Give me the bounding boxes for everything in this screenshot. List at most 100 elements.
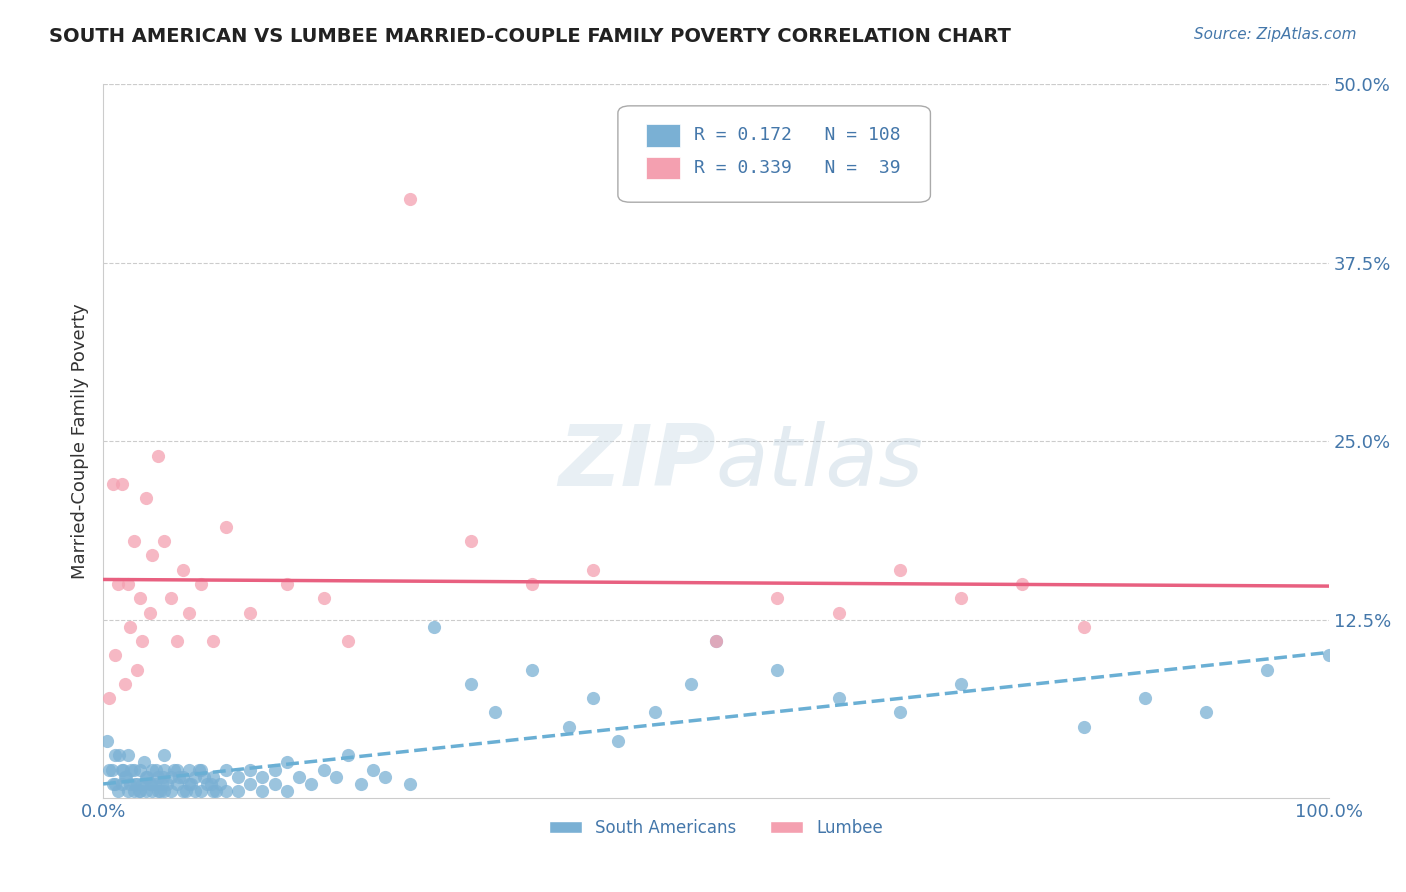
Point <box>1317 648 1340 663</box>
Text: R = 0.172   N = 108: R = 0.172 N = 108 <box>695 126 900 145</box>
Point <box>312 591 335 606</box>
Point <box>263 777 285 791</box>
Point <box>704 634 727 648</box>
Point <box>100 763 122 777</box>
Point <box>138 777 160 791</box>
Text: ZIP: ZIP <box>558 421 716 504</box>
Point <box>288 770 311 784</box>
Legend: South Americans, Lumbee: South Americans, Lumbee <box>541 812 890 843</box>
Point <box>484 706 506 720</box>
Point <box>276 756 298 770</box>
Point <box>239 606 262 620</box>
Point <box>187 763 209 777</box>
Point <box>460 677 482 691</box>
Point <box>122 784 145 798</box>
Bar <box>647 124 681 146</box>
Text: SOUTH AMERICAN VS LUMBEE MARRIED-COUPLE FAMILY POVERTY CORRELATION CHART: SOUTH AMERICAN VS LUMBEE MARRIED-COUPLE … <box>49 27 1011 45</box>
Bar <box>647 156 681 179</box>
Point <box>110 777 132 791</box>
Point <box>1073 720 1095 734</box>
Point <box>148 784 170 798</box>
Point <box>606 734 628 748</box>
Y-axis label: Married-Couple Family Poverty: Married-Couple Family Poverty <box>72 303 89 579</box>
Point <box>166 763 188 777</box>
Point <box>325 770 347 784</box>
Text: Source: ZipAtlas.com: Source: ZipAtlas.com <box>1194 27 1357 42</box>
Point <box>172 784 194 798</box>
Point <box>108 748 131 763</box>
Point <box>110 477 132 491</box>
Point <box>704 634 727 648</box>
Point <box>141 763 163 777</box>
Point <box>766 663 789 677</box>
Point <box>177 777 200 791</box>
FancyBboxPatch shape <box>617 106 931 202</box>
Point <box>239 763 262 777</box>
Point <box>1073 620 1095 634</box>
Point <box>135 491 157 506</box>
Point <box>114 770 136 784</box>
Point <box>337 634 360 648</box>
Point <box>107 784 129 798</box>
Point <box>889 706 911 720</box>
Point <box>166 777 188 791</box>
Point <box>120 777 142 791</box>
Point <box>129 784 152 798</box>
Point <box>132 756 155 770</box>
Point <box>766 591 789 606</box>
Point <box>114 677 136 691</box>
Point <box>520 663 543 677</box>
Point <box>122 763 145 777</box>
Point <box>582 563 605 577</box>
Point <box>148 770 170 784</box>
Point <box>98 763 121 777</box>
Point <box>177 763 200 777</box>
Point <box>127 663 149 677</box>
Point <box>226 770 249 784</box>
Point <box>889 563 911 577</box>
Point <box>129 763 152 777</box>
Point <box>153 748 176 763</box>
Point <box>239 777 262 791</box>
Point <box>582 691 605 706</box>
Point <box>190 784 212 798</box>
Point <box>200 777 222 791</box>
Point <box>98 691 121 706</box>
Point <box>349 777 371 791</box>
Point <box>177 606 200 620</box>
Point <box>138 606 160 620</box>
Point <box>398 192 420 206</box>
Point <box>141 549 163 563</box>
Point <box>312 763 335 777</box>
Point <box>1133 691 1156 706</box>
Point <box>301 777 323 791</box>
Text: atlas: atlas <box>716 421 924 504</box>
Point <box>143 777 166 791</box>
Point <box>139 777 162 791</box>
Point <box>122 534 145 549</box>
Point <box>252 770 274 784</box>
Text: R = 0.339   N =  39: R = 0.339 N = 39 <box>695 159 900 177</box>
Point <box>117 784 139 798</box>
Point <box>193 770 215 784</box>
Point <box>215 763 238 777</box>
Point <box>215 784 238 798</box>
Point <box>104 748 127 763</box>
Point <box>153 763 176 777</box>
Point <box>1011 577 1033 591</box>
Point <box>166 634 188 648</box>
Point <box>263 763 285 777</box>
Point <box>180 777 202 791</box>
Point <box>827 691 849 706</box>
Point <box>361 763 384 777</box>
Point <box>374 770 396 784</box>
Point <box>208 777 231 791</box>
Point <box>156 777 179 791</box>
Point <box>110 763 132 777</box>
Point <box>107 577 129 591</box>
Point <box>423 620 446 634</box>
Point <box>190 577 212 591</box>
Point <box>252 784 274 798</box>
Point <box>195 777 218 791</box>
Point <box>153 784 176 798</box>
